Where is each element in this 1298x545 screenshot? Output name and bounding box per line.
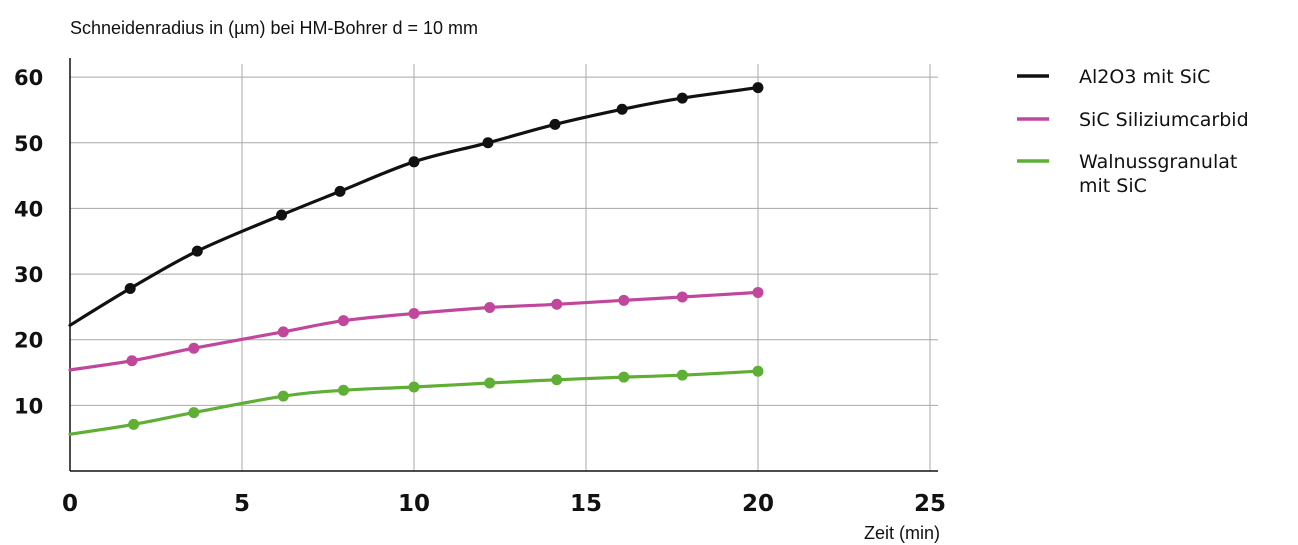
data-point bbox=[408, 156, 420, 168]
data-point bbox=[408, 381, 420, 393]
data-point bbox=[484, 302, 496, 314]
legend-label-3: Walnussgranulat mit SiC bbox=[1079, 151, 1237, 197]
y-tick-label: 40 bbox=[14, 197, 43, 221]
data-point bbox=[676, 291, 688, 303]
grid bbox=[70, 64, 938, 471]
data-point bbox=[277, 390, 289, 402]
legend-label-1: Al2O3 mit SiC bbox=[1079, 66, 1210, 88]
x-tick-label: 20 bbox=[742, 491, 774, 517]
data-point bbox=[124, 283, 136, 295]
x-axis-title: Zeit (min) bbox=[864, 523, 940, 543]
y-tick-label: 50 bbox=[14, 132, 43, 156]
data-point bbox=[334, 185, 346, 197]
data-point bbox=[337, 315, 349, 327]
data-point bbox=[188, 342, 200, 354]
data-point bbox=[752, 286, 764, 298]
data-point bbox=[752, 365, 764, 377]
data-point bbox=[551, 374, 563, 386]
data-point bbox=[126, 355, 138, 367]
data-point bbox=[676, 369, 688, 381]
series-layer bbox=[68, 82, 764, 436]
data-point bbox=[408, 307, 420, 319]
legend: Al2O3 mit SiC SiC Siliziumcarbid Walnussgr… bbox=[1017, 66, 1249, 197]
data-point bbox=[277, 326, 289, 338]
y-tick-label: 20 bbox=[14, 329, 43, 353]
data-point bbox=[276, 209, 288, 221]
data-point bbox=[752, 82, 764, 94]
data-point bbox=[676, 92, 688, 104]
y-tick-label: 10 bbox=[14, 394, 43, 418]
data-point bbox=[551, 298, 563, 310]
x-tick-label: 15 bbox=[570, 491, 602, 517]
data-point bbox=[484, 377, 496, 389]
data-point bbox=[616, 103, 628, 115]
data-point bbox=[128, 418, 140, 430]
data-point bbox=[482, 137, 494, 149]
x-tick-label: 5 bbox=[234, 491, 250, 517]
axes bbox=[69, 58, 938, 472]
legend-label-2: SiC Siliziumcarbid bbox=[1079, 109, 1249, 131]
y-tick-label: 30 bbox=[14, 263, 43, 287]
x-tick-label: 25 bbox=[914, 491, 946, 517]
data-point bbox=[191, 245, 203, 257]
data-point bbox=[549, 118, 561, 130]
y-tick-label: 60 bbox=[14, 66, 43, 90]
data-point bbox=[337, 384, 349, 396]
data-point bbox=[618, 371, 630, 383]
y-tick-labels: 10 20 30 40 50 60 bbox=[14, 66, 43, 418]
x-tick-labels: 0 5 10 15 20 25 bbox=[62, 491, 946, 517]
x-tick-label: 0 bbox=[62, 491, 78, 517]
y-axis-title: Schneidenradius in (µm) bei HM-Bohrer d … bbox=[70, 18, 478, 38]
data-point bbox=[188, 407, 200, 419]
x-tick-label: 10 bbox=[398, 491, 430, 517]
data-point bbox=[618, 294, 630, 306]
